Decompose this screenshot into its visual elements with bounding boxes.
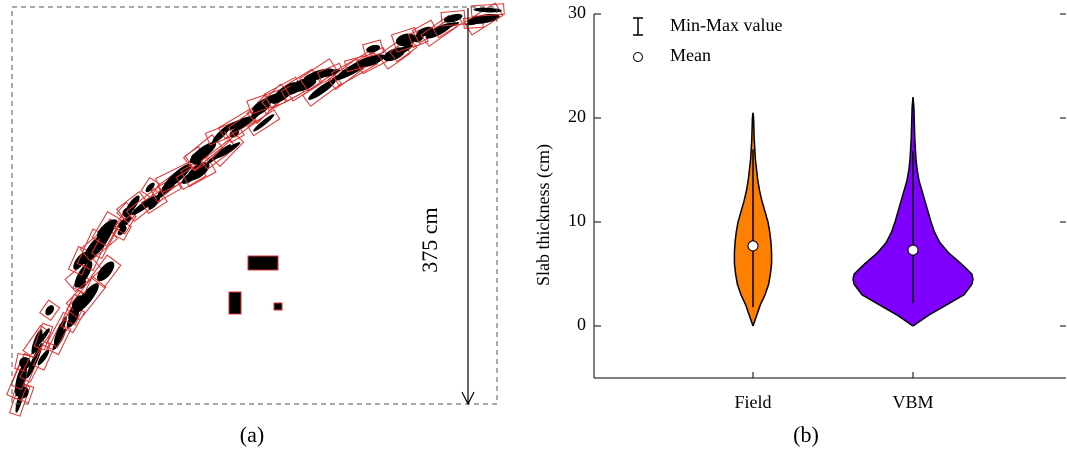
legend-label: Min-Max value [670,15,782,35]
legend-label: Mean [670,45,711,65]
figure: 375 cm (a) (b) Slab thickness (cm) Min-M… [0,0,1067,453]
x-tick-label: Field [734,392,771,412]
violin-half [853,97,913,326]
y-tick-label: 20 [568,106,586,126]
caption: (a) [240,422,264,447]
slab [274,303,282,310]
violin-half [753,113,772,326]
y-tick-label: 10 [568,210,586,230]
caption: (b) [793,422,819,447]
frame [12,7,497,404]
x-tick-label: VBM [892,392,933,412]
violin-half [913,97,973,326]
legend-mean-icon [634,53,643,62]
slab [229,292,241,314]
dimension-label: 375 cm [417,207,442,272]
violin-half [734,113,753,326]
mean-marker [908,245,918,255]
y-tick-label: 30 [568,2,586,22]
y-axis-label: Slab thickness (cm) [533,144,554,286]
y-tick-label: 0 [577,314,586,334]
slab [248,256,278,270]
mean-marker [748,241,758,251]
